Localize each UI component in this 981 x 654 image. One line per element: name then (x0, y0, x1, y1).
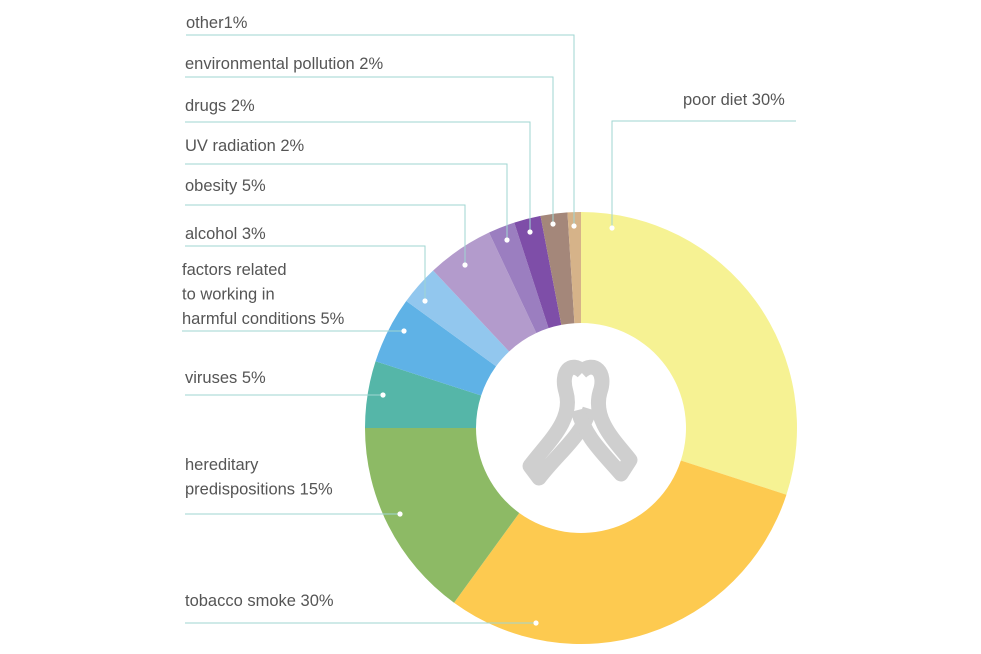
leader-dot-poor-diet (609, 225, 615, 231)
leader-dot-tobacco-smoke (533, 620, 539, 626)
leader-dot-uv-radiation (504, 237, 510, 243)
leader-lines (182, 34, 796, 626)
label-uv-radiation: UV radiation 2% (185, 137, 305, 155)
leader-dot-harmful-working-conditions (401, 328, 407, 334)
label-hereditary-predispositions-line-2: predispositions 15% (185, 481, 333, 499)
label-environmental-pollution: environmental pollution 2% (185, 55, 383, 73)
awareness-ribbon-icon (522, 359, 638, 486)
leader-dot-alcohol (422, 298, 428, 304)
slice-uv-radiation (489, 222, 549, 333)
slice-harmful-working-conditions (375, 301, 497, 396)
label-harmful-working-conditions-line-1: factors related (182, 261, 287, 279)
leader-line-drugs (185, 121, 531, 232)
slice-drugs (514, 215, 562, 329)
slice-labels: poor diet 30% tobacco smoke 30% hereditary… (182, 14, 785, 610)
slice-poor-diet (581, 212, 798, 495)
slice-viruses (365, 361, 482, 428)
leader-line-alcohol (185, 245, 426, 301)
label-harmful-working-conditions-line-2: to working in (182, 286, 275, 304)
label-harmful-working-conditions-line-3: harmful conditions 5% (182, 310, 345, 328)
leader-dot-viruses (380, 392, 386, 398)
leader-line-environmental-pollution (185, 76, 554, 224)
slice-hereditary-predispositions (365, 428, 520, 603)
donut-slices (365, 212, 798, 644)
slice-other (567, 212, 581, 324)
slice-environmental-pollution (540, 212, 575, 325)
slice-tobacco-smoke (454, 460, 787, 644)
label-hereditary-predispositions-line-1: hereditary (185, 456, 259, 474)
label-tobacco-smoke: tobacco smoke 30% (185, 592, 334, 610)
label-alcohol: alcohol 3% (185, 225, 266, 243)
label-poor-diet: poor diet 30% (683, 91, 785, 109)
label-other: other1% (186, 14, 248, 32)
slice-obesity (433, 232, 537, 352)
label-viruses: viruses 5% (185, 369, 266, 387)
leader-line-obesity (185, 204, 466, 265)
leader-line-uv-radiation (185, 163, 508, 240)
leader-line-other (186, 34, 575, 226)
leader-dot-environmental-pollution (550, 221, 556, 227)
leader-dot-other (571, 223, 577, 229)
leader-dot-hereditary-predispositions (397, 511, 403, 517)
leader-dot-obesity (462, 262, 468, 268)
slice-alcohol (406, 270, 510, 367)
leader-line-poor-diet (611, 120, 796, 228)
label-obesity: obesity 5% (185, 177, 266, 195)
leader-dot-drugs (527, 229, 533, 235)
label-drugs: drugs 2% (185, 97, 255, 115)
